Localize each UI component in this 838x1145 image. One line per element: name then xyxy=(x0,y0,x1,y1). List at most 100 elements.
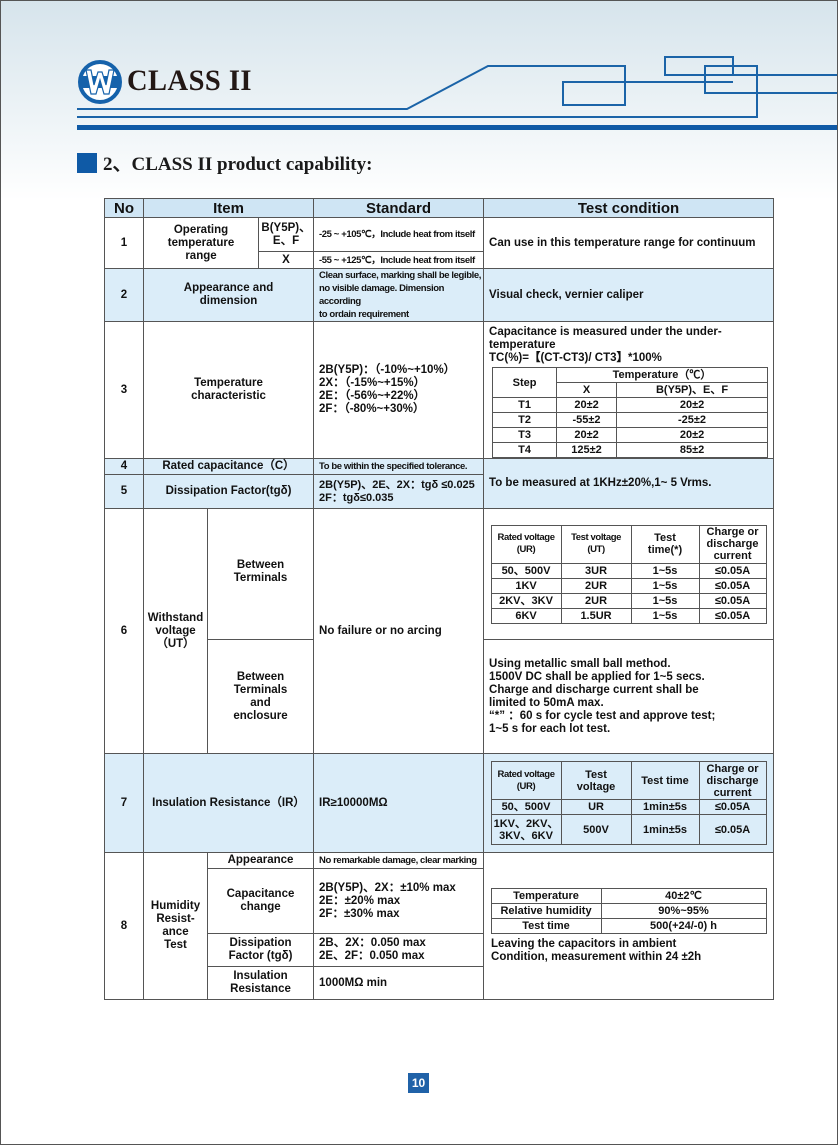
insulation-resistance-table: Rated voltage (UR) Test voltage Test time C… xyxy=(490,761,767,845)
row-standard: 2B(Y5P)、2X：±10% max 2E：±20% max 2F：±30% … xyxy=(313,868,485,934)
row-item: Dissipation Factor(tgδ) xyxy=(142,474,315,509)
test-text: Capacitance is measured under the under-… xyxy=(489,326,722,351)
row-test: Can use in this temperature range for co… xyxy=(483,217,775,269)
header-item: Item xyxy=(142,198,315,218)
page-header: CLASS II xyxy=(0,0,838,140)
header-decoration-lines xyxy=(77,56,838,130)
row-test: Using metallic small ball method. 1500V … xyxy=(483,639,775,754)
row-standard: 2B、2X：0.050 max 2E、2F：0.050 max xyxy=(313,933,485,967)
row-no: 6 xyxy=(104,508,144,754)
table-row: 7 Insulation Resistance（IR） IR≥10000MΩ R… xyxy=(104,753,775,853)
temperature-step-table: Step Temperature（℃） X B(Y5P)、E、F T1 20±2 20±… xyxy=(492,367,769,458)
cell: Test voltage (UT) xyxy=(560,524,632,564)
cell: Charge or discharge current xyxy=(698,524,767,564)
cell: 1min±5s xyxy=(630,814,700,845)
section-heading: 2、CLASS II product capability: xyxy=(77,149,372,176)
cell: Test time xyxy=(490,918,602,934)
row-no: 7 xyxy=(104,753,144,853)
cell: 20±2 xyxy=(616,397,769,413)
cell: 20±2 xyxy=(616,427,769,443)
table-row: 6 Withstand voltage （UT） Between Termina… xyxy=(104,508,775,754)
cell: T2 xyxy=(492,412,558,428)
cell: 6KV xyxy=(490,607,562,624)
cell: ≤0.05A xyxy=(698,592,767,609)
row-subitem: X xyxy=(257,251,315,269)
table-row: 1 Operating temperature range B(Y5P)、 E、… xyxy=(104,217,775,269)
row-item: Humidity Resist- ance Test xyxy=(143,852,208,1000)
withstand-voltage-table: Rated voltage (UR) Test voltage (UT) Test … xyxy=(490,524,767,624)
row-standard: IR≥10000MΩ xyxy=(313,753,485,853)
cell: Relative humidity xyxy=(490,903,602,919)
cell: -55±2 xyxy=(556,412,618,428)
cell: Temperature xyxy=(490,888,602,904)
table-row: 2 Appearance and dimension Clean surface… xyxy=(104,268,775,322)
row-standard: 2B(Y5P)：（-10%~+10%） 2X：（-15%~+15%） 2E：（-… xyxy=(313,321,485,459)
cell: ≤0.05A xyxy=(698,799,767,815)
row-test: To be measured at 1KHz±20%,1~ 5 Vrms. xyxy=(483,458,775,509)
cell: 3UR xyxy=(560,562,632,579)
row-no: 2 xyxy=(104,268,144,322)
cell: 1~5s xyxy=(630,562,700,579)
row-no: 3 xyxy=(104,321,144,459)
cell: 2UR xyxy=(560,592,632,609)
row-subitem: Between Terminals and enclosure xyxy=(206,639,315,754)
cell: 1~5s xyxy=(630,577,700,594)
row-test: Visual check, vernier caliper xyxy=(483,268,775,322)
cell: 1~5s xyxy=(630,607,700,624)
row-standard: 1000MΩ min xyxy=(313,966,485,1000)
row-no: 1 xyxy=(104,217,144,269)
row-standard: -25 ~ +105℃，Include heat from itself xyxy=(313,217,485,252)
row-no: 8 xyxy=(104,852,144,1000)
cell: 1.5UR xyxy=(560,607,632,624)
cell: 2UR xyxy=(560,577,632,594)
row-subitem: B(Y5P)、 E、F xyxy=(257,217,315,252)
section-title: 2、CLASS II product capability: xyxy=(103,154,373,175)
cell: Test time(*) xyxy=(630,524,700,564)
cell: 40±2℃ xyxy=(600,888,767,904)
section-bullet-icon xyxy=(77,152,97,173)
table-row: 4 Rated capacitance（C） To be within the … xyxy=(104,458,775,509)
cell: 20±2 xyxy=(556,397,618,413)
cell: B(Y5P)、E、F xyxy=(616,382,769,398)
cell: UR xyxy=(560,799,632,815)
cell: Rated voltage (UR) xyxy=(490,761,562,800)
header-no: No xyxy=(104,198,144,218)
cell: 50、500V xyxy=(490,799,562,815)
cell: 20±2 xyxy=(556,427,618,443)
cell: Test voltage xyxy=(560,761,632,800)
cell: Charge or discharge current xyxy=(698,761,767,800)
cell: ≤0.05A xyxy=(698,562,767,579)
row-item: Insulation Resistance（IR） xyxy=(142,753,315,853)
header-standard: Standard xyxy=(313,198,485,218)
cell: -25±2 xyxy=(616,412,769,428)
row-standard: 2B(Y5P)、2E、2X：tgδ ≤0.025 2F：tgδ≤0.035 xyxy=(313,474,485,509)
row-standard: Clean surface, marking shall be legible,… xyxy=(313,268,485,322)
cell: 90%~95% xyxy=(600,903,767,919)
table-row: Dissipation Factor (tgδ) 2B、2X：0.050 max… xyxy=(105,933,774,967)
row-subitem: Between Terminals xyxy=(206,508,315,640)
cell: T4 xyxy=(492,442,558,458)
cell: 1KV xyxy=(490,577,562,594)
row-test: Temperature 40±2℃ Relative humidity 90%~95… xyxy=(483,852,775,1000)
cell: 50、500V xyxy=(490,562,562,579)
table-row: Capacitance change 2B(Y5P)、2X：±10% max 2… xyxy=(105,868,774,934)
row-subitem: Insulation Resistance xyxy=(206,966,315,1000)
table-row: 5 Dissipation Factor(tgδ) 2B(Y5P)、2E、2X：… xyxy=(104,474,774,509)
cell: ≤0.05A xyxy=(698,607,767,624)
table-row: 8 Humidity Resist- ance Test Appearance … xyxy=(104,852,775,1000)
cell: T3 xyxy=(492,427,558,443)
cell: 2KV、3KV xyxy=(490,592,562,609)
row-test: Capacitance is measured under the under-… xyxy=(483,321,775,459)
table-row: 3 Temperature characteristic 2B(Y5P)：（-1… xyxy=(104,321,775,459)
table-row: Insulation Resistance 1000MΩ min xyxy=(105,966,774,1000)
header-test: Test condition xyxy=(483,198,775,218)
brand-title: CLASS II xyxy=(127,64,252,97)
row-subitem: Dissipation Factor (tgδ) xyxy=(206,933,315,967)
cell: 125±2 xyxy=(556,442,618,458)
capability-table: No Item Standard Test condition 1 Operat… xyxy=(104,198,775,1000)
row-standard: To be within the specified tolerance. xyxy=(313,458,485,475)
company-logo-icon xyxy=(78,60,122,104)
cell: 500V xyxy=(560,814,632,845)
row-subitem: Appearance xyxy=(206,852,315,869)
row-test: Rated voltage (UR) Test voltage Test time C… xyxy=(483,753,775,853)
